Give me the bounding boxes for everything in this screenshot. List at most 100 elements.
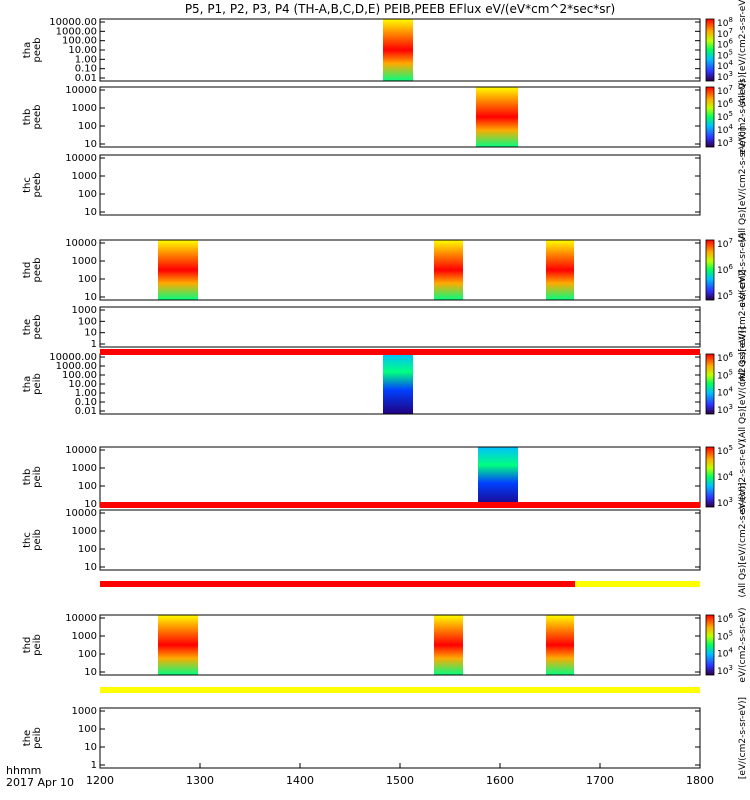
y-tick-label: 100 (78, 649, 97, 660)
y-tick-label: 10000 (65, 445, 97, 456)
x-axis: 1200 1300 1400 1500 1600 1700 1800 (86, 763, 714, 787)
y-axis-label: peeb (32, 105, 43, 130)
y-tick-label: 0.01 (75, 73, 97, 84)
spectrogram-block (434, 615, 463, 675)
y-axis-label: peib (32, 727, 43, 749)
flag-bar-segment (100, 502, 700, 508)
y-tick-label: 10000 (65, 613, 97, 624)
colorbar-label: eV/(cm2-s-sr-eV) (738, 232, 748, 307)
y-tick-label: 1.00 (75, 388, 97, 399)
y-axis-label: thc (22, 532, 33, 548)
y-axis-label: tha (22, 42, 33, 58)
y-axis-label: peib (32, 466, 43, 488)
y-axis-label: thb (22, 109, 33, 126)
y-tick-label: 10 (84, 742, 97, 753)
spectrogram-block (383, 354, 413, 414)
colorbar-tick-label: 105 (717, 629, 733, 642)
spectrogram-block (546, 615, 574, 675)
colorbar (705, 614, 715, 676)
date-label: 2017 Apr 10 (6, 776, 74, 789)
y-tick-label: 10 (84, 328, 97, 339)
y-axis-label: the (22, 319, 33, 335)
colorbar-label: eV/(cm2-s-sr-eV) (738, 439, 748, 514)
flag-bar-segment (100, 687, 700, 693)
colorbar-label: (All Qs)[eV/(cm2-s-sr-eV)] (738, 0, 748, 107)
panel-frame (99, 306, 701, 348)
spectrogram-block (476, 87, 518, 147)
colorbar-tick-label: 107 (717, 237, 733, 250)
colorbar-label: (All Qs)[eV/(cm2-s-sr-eV)] (738, 128, 748, 243)
y-axis-label: peeb (32, 258, 43, 283)
colorbar (705, 86, 715, 148)
y-axis-label: peeb (32, 38, 43, 63)
y-tick-label: 1000 (72, 256, 97, 267)
x-tick-label: 1500 (386, 774, 414, 787)
y-axis-label: thb (22, 469, 33, 486)
spectrogram-block (434, 240, 463, 300)
y-tick-label: 100 (78, 121, 97, 132)
panel-thc-peeb: 10000 1000 100 10 thc peeb (All Qs)[eV/(cm2-s-… (22, 128, 748, 243)
y-axis-label: thd (22, 637, 33, 654)
x-tick-label: 1300 (186, 774, 214, 787)
y-tick-label: 1 (91, 760, 97, 771)
panel-the-peib: 1000 100 10 1 the peib [eV/(cm2-s-sr-eV)] (22, 697, 748, 779)
y-axis-label: peeb (32, 173, 43, 198)
x-tick-label: 1200 (86, 774, 114, 787)
colorbar-tick-label: 106 (717, 351, 733, 364)
y-tick-label: 0.10 (75, 64, 97, 75)
colorbar (705, 239, 715, 301)
colorbar-tick-label: 105 (717, 444, 733, 457)
panel-thb-peib: 10000 1000 100 10 thb peib 105 104 103 eV/(cm2-s-… (22, 439, 748, 514)
panel-frame (99, 446, 701, 508)
y-axis-label: peib (32, 529, 43, 551)
flag-bar-segment (100, 581, 575, 587)
y-tick-label: 1000.00 (56, 26, 97, 37)
y-tick-label: 10 (84, 292, 97, 303)
panel-frame (99, 707, 701, 769)
colorbar-label: eV/(cm2-s-sr-eV) (738, 79, 748, 154)
y-tick-label: 100 (78, 544, 97, 555)
colorbar-label: (All Qs)[eV/(cm2-s-sr-eV)] (738, 327, 748, 442)
colorbar (705, 18, 715, 82)
spectrogram-block (546, 240, 574, 300)
colorbar-tick-label: 105 (717, 368, 733, 381)
y-axis-label: peib (32, 373, 43, 395)
panel-thc-peib: 10000 1000 100 10 thc peib (All Qs)[eV/(cm2-s-… (22, 483, 748, 598)
colorbar-tick-label: 105 (717, 110, 733, 123)
x-tick-label: 1800 (686, 774, 714, 787)
y-tick-label: 100.00 (62, 370, 97, 381)
y-axis-label: thd (22, 262, 33, 279)
colorbar-label: (All Qs)[eV/(cm2-s-sr-eV)] (738, 270, 748, 385)
colorbar-tick-label: 106 (717, 97, 733, 110)
colorbar-label: (All Qs)[eV/(cm2-s-sr-eV)] (738, 483, 748, 598)
colorbar-tick-label: 104 (717, 647, 733, 660)
colorbar-tick-label: 104 (717, 386, 733, 399)
y-tick-label: 1000 (72, 103, 97, 114)
y-tick-label: 100 (78, 189, 97, 200)
y-tick-label: 10000 (65, 85, 97, 96)
colorbar-tick-label: 105 (717, 289, 733, 302)
panel-thd-peib: 10000 1000 100 10 thd peib 106 105 104 103 eV/(cm2… (22, 607, 748, 682)
y-tick-label: 1000 (72, 305, 97, 316)
y-tick-label: 10000.00 (49, 17, 97, 28)
chart-title: P5, P1, P2, P3, P4 (TH-A,B,C,D,E) PEIB,P… (185, 2, 615, 16)
colorbar-tick-label: 103 (717, 136, 733, 149)
colorbar-tick-label: 104 (717, 123, 733, 136)
y-axis-label: tha (22, 376, 33, 392)
spectrogram-block (158, 240, 198, 300)
y-tick-label: 10 (84, 499, 97, 510)
panel-frame (99, 154, 701, 216)
panels-group: 10000.001000.00100.0010.001.000.100.01th… (22, 0, 748, 779)
y-tick-label: 10.00 (68, 379, 97, 390)
spectrogram-block (478, 447, 518, 507)
panel-frame (99, 86, 701, 148)
y-tick-label: 1000 (72, 171, 97, 182)
y-tick-label: 10 (84, 667, 97, 678)
y-tick-label: 10.00 (68, 45, 97, 56)
y-axis-label: peib (32, 634, 43, 656)
x-tick-label: 1600 (486, 774, 514, 787)
